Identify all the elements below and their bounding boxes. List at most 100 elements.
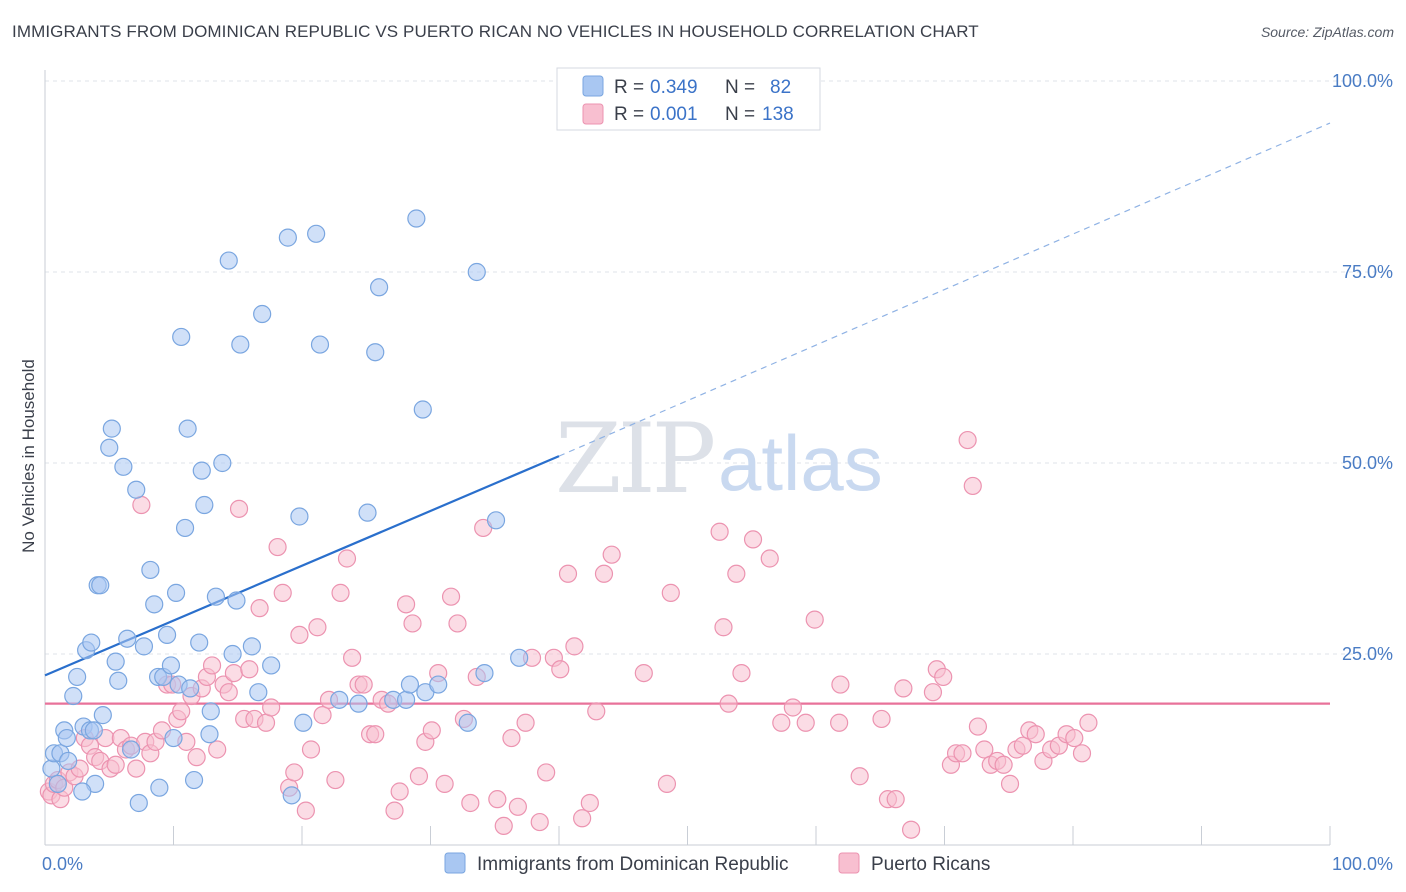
dominican-point-25 — [134, 637, 154, 656]
dominican-point-18 — [106, 652, 125, 671]
puerto-rican-point-128 — [968, 717, 988, 736]
puerto-rican-point-95 — [587, 702, 606, 721]
dominican-point-76 — [475, 663, 494, 683]
puerto-rican-point-34 — [202, 656, 222, 675]
dominican-point-75 — [467, 262, 486, 282]
dominican-point-70 — [407, 209, 426, 228]
legend-n-value-2: 138 — [762, 104, 794, 125]
dominican-point-68 — [396, 690, 416, 709]
puerto-rican-point-92 — [565, 637, 584, 656]
dominican-point-33 — [164, 728, 183, 748]
dominican-point-81 — [59, 751, 78, 771]
puerto-rican-point-45 — [262, 698, 281, 717]
puerto-rican-point-68 — [396, 595, 416, 614]
data-points — [39, 209, 1098, 839]
puerto-rican-point-135 — [1013, 736, 1032, 755]
legend-r-value-1: 0.349 — [650, 77, 698, 98]
legend-swatch-blue — [582, 75, 604, 97]
dominican-point-55 — [262, 656, 281, 675]
dominican-point-40 — [184, 770, 204, 790]
dominican-point-38 — [178, 419, 197, 438]
legend-n-value-1: 82 — [770, 77, 791, 98]
puerto-rican-point-125 — [953, 744, 972, 763]
series-legend-label-1: Immigrants from Dominican Republic — [477, 854, 789, 875]
puerto-rican-point-58 — [337, 549, 357, 568]
legend-r-label-2: R = — [614, 104, 649, 125]
puerto-rican-point-100 — [661, 583, 680, 602]
series-legend-swatch-pink — [838, 852, 860, 874]
x-tick-label-0: 0.0% — [42, 854, 83, 874]
dominican-point-63 — [349, 694, 368, 713]
dominican-point-73 — [429, 675, 448, 694]
puerto-rican-point-51 — [296, 801, 315, 820]
puerto-rican-point-37 — [219, 683, 238, 702]
puerto-rican-point-28 — [172, 702, 191, 721]
puerto-rican-point-112 — [830, 713, 849, 732]
puerto-rican-point-44 — [256, 713, 276, 732]
puerto-rican-point-93 — [573, 809, 592, 828]
dominican-point-52 — [242, 637, 261, 656]
puerto-rican-point-74 — [435, 774, 454, 793]
puerto-rican-point-105 — [732, 663, 751, 683]
puerto-rican-point-120 — [923, 683, 943, 702]
puerto-rican-point-97 — [602, 545, 621, 564]
puerto-rican-point-56 — [326, 770, 345, 790]
dominican-point-74 — [458, 713, 477, 732]
dominican-point-61 — [310, 335, 330, 354]
dominican-point-32 — [161, 656, 181, 675]
dominican-point-71 — [413, 400, 432, 419]
dominican-point-0 — [42, 759, 61, 778]
puerto-rican-point-109 — [783, 698, 802, 717]
dominican-point-50 — [227, 591, 246, 610]
puerto-rican-point-41 — [240, 660, 259, 679]
dominican-point-46 — [206, 587, 226, 606]
legend-r-value-2: 0.001 — [650, 104, 698, 125]
puerto-rican-point-83 — [502, 728, 521, 748]
dominican-point-31 — [157, 625, 177, 645]
grid-lines — [45, 80, 1392, 655]
dominican-point-19 — [109, 671, 128, 690]
puerto-rican-point-20 — [132, 495, 151, 515]
dominican-trend-extension — [558, 122, 1331, 457]
legend-n-label-2: N = — [725, 104, 760, 125]
puerto-rican-point-39 — [229, 499, 249, 518]
dominican-point-23 — [127, 480, 146, 499]
dominican-point-44 — [200, 725, 219, 744]
series-legend-swatch-blue — [444, 852, 466, 874]
y-tick-label-1: 75.0% — [1342, 262, 1393, 282]
dominican-point-14 — [91, 576, 110, 595]
dominican-point-37 — [175, 518, 195, 538]
y-axis-label: No Vehicles in Household — [19, 359, 38, 553]
axes — [44, 70, 1331, 846]
dominican-point-60 — [307, 224, 326, 243]
dominican-point-29 — [150, 778, 169, 797]
dominican-point-20 — [114, 457, 133, 476]
dominican-point-11 — [82, 633, 101, 652]
puerto-rican-point-50 — [290, 625, 309, 645]
dominican-point-78 — [510, 648, 529, 667]
dominican-point-6 — [64, 686, 83, 706]
y-tick-label-2: 50.0% — [1342, 453, 1393, 473]
x-tick-label-1: 100.0% — [1332, 854, 1393, 874]
puerto-rican-point-31 — [187, 748, 206, 767]
puerto-rican-point-70 — [409, 767, 429, 786]
puerto-rican-point-103 — [719, 694, 738, 713]
puerto-rican-point-142 — [1065, 728, 1084, 748]
dominican-point-80 — [73, 782, 92, 801]
y-tick-label-3: 25.0% — [1342, 644, 1393, 664]
source-label: Source: ZipAtlas.com — [1260, 24, 1394, 40]
dominican-point-49 — [223, 644, 242, 664]
dominican-point-7 — [68, 667, 87, 687]
y-tick-label-0: 100.0% — [1332, 71, 1393, 91]
puerto-rican-point-69 — [403, 614, 422, 633]
dominican-point-59 — [294, 713, 313, 732]
dominican-point-48 — [219, 251, 238, 270]
puerto-rican-point-111 — [805, 610, 824, 629]
puerto-rican-point-129 — [975, 740, 994, 759]
dominican-point-2 — [48, 774, 67, 793]
dominican-point-47 — [213, 453, 232, 473]
puerto-rican-point-63 — [366, 725, 385, 744]
puerto-rican-point-114 — [850, 767, 869, 786]
puerto-rican-point-107 — [760, 549, 779, 568]
